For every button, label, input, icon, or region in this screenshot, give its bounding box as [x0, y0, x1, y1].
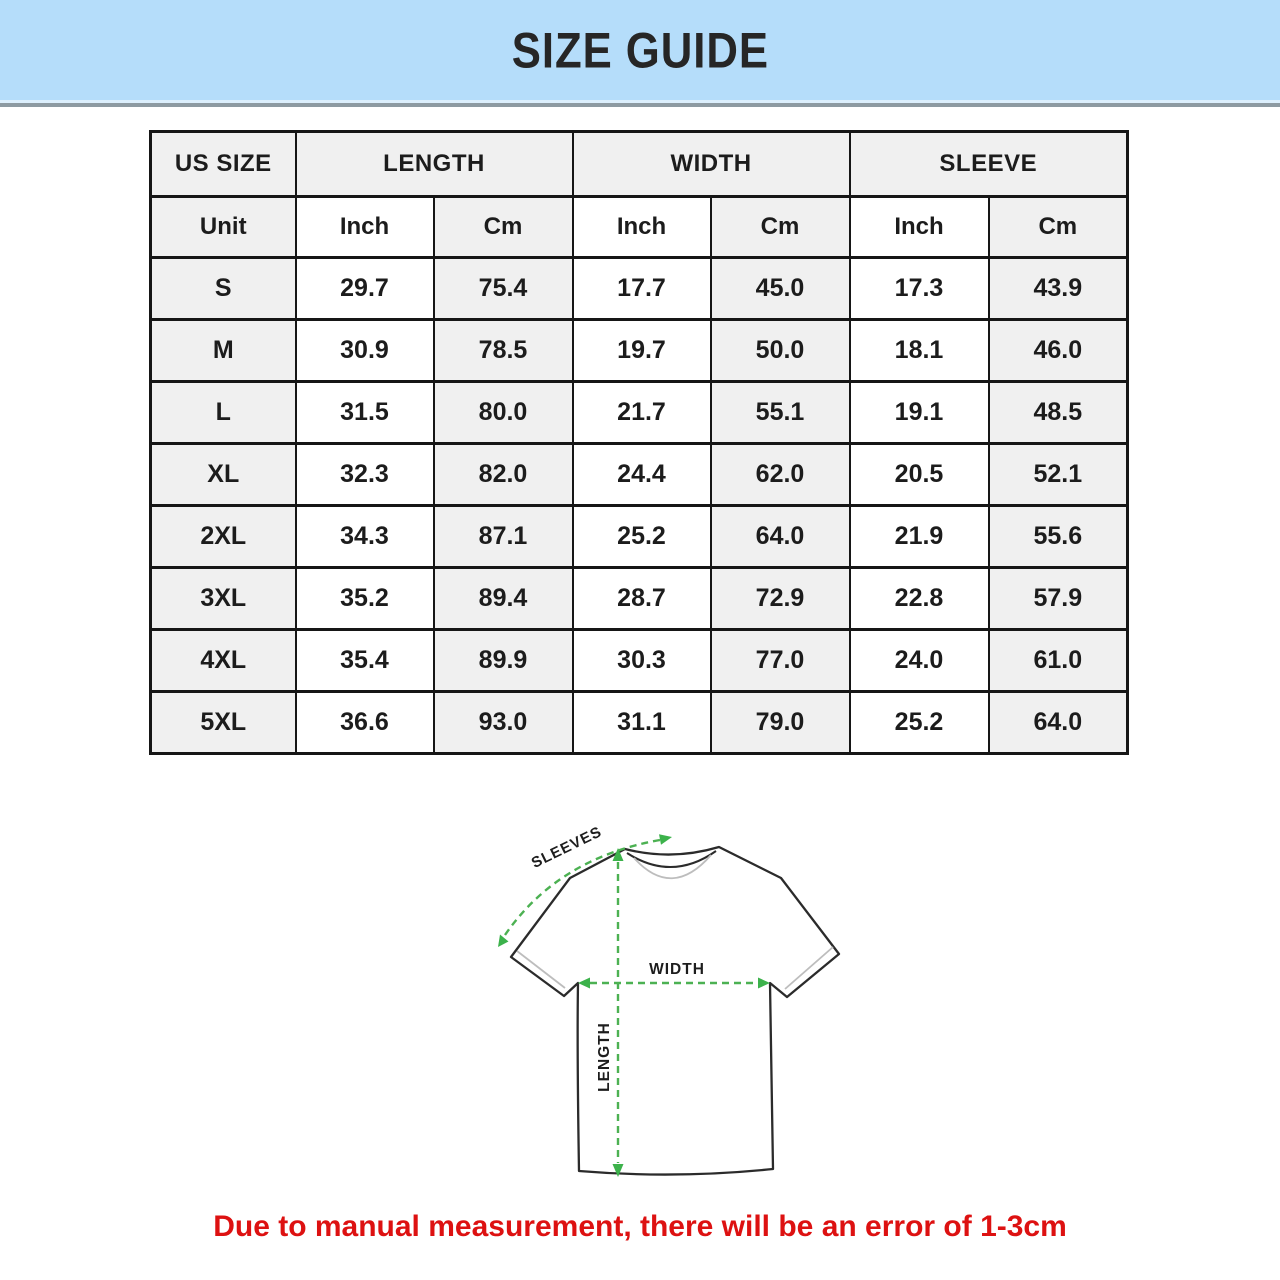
banner: SIZE GUIDE: [0, 0, 1280, 100]
table-cell: 19.1: [848, 380, 990, 445]
unit-cell: Inch: [848, 195, 990, 259]
table-cell: 20.5: [848, 442, 990, 507]
table-cell: 78.5: [432, 318, 574, 383]
tshirt-measurement-diagram: SLEEVES WIDTH LENGTH: [460, 810, 960, 1210]
table-cell: 24.4: [571, 442, 712, 507]
banner-divider: [0, 103, 1280, 107]
width-label: WIDTH: [649, 961, 705, 978]
size-label: XL: [149, 442, 297, 507]
table-cell: 45.0: [709, 256, 851, 321]
table-cell: 31.1: [571, 690, 712, 755]
table-row-2xl: 2XL 34.3 87.1 25.2 64.0 21.9 55.6: [149, 504, 1129, 569]
unit-label: Unit: [149, 195, 297, 259]
table-cell: 21.9: [848, 504, 990, 569]
table-cell: 87.1: [432, 504, 574, 569]
length-arrow: [612, 848, 624, 1177]
size-table: US SIZE LENGTH WIDTH SLEEVE Unit Inch Cm…: [149, 130, 1130, 755]
table-cell: 28.7: [571, 566, 712, 631]
unit-cell: Cm: [987, 195, 1129, 259]
table-cell: 89.4: [432, 566, 574, 631]
table-cell: 72.9: [709, 566, 851, 631]
table-row-3xl: 3XL 35.2 89.4 28.7 72.9 22.8 57.9: [149, 566, 1129, 631]
table-cell: 35.2: [294, 566, 435, 631]
col-header-width: WIDTH: [571, 130, 851, 198]
table-cell: 52.1: [987, 442, 1129, 507]
col-header-length: LENGTH: [294, 130, 574, 198]
collar-back-line: [633, 854, 712, 880]
size-label: L: [149, 380, 297, 445]
table-cell: 93.0: [432, 690, 574, 755]
table-cell: 89.9: [432, 628, 574, 693]
unit-cell: Inch: [294, 195, 435, 259]
table-cell: 34.3: [294, 504, 435, 569]
size-label: 5XL: [149, 690, 297, 755]
size-label: 3XL: [149, 566, 297, 631]
size-label: 4XL: [149, 628, 297, 693]
table-cell: 25.2: [571, 504, 712, 569]
table-cell: 43.9: [987, 256, 1129, 321]
left-cuff-seam: [516, 950, 566, 989]
table-cell: 75.4: [432, 256, 574, 321]
table-cell: 35.4: [294, 628, 435, 693]
unit-row: Unit Inch Cm Inch Cm Inch Cm: [149, 195, 1129, 259]
sleeves-arrow: [498, 834, 672, 947]
table-cell: 30.3: [571, 628, 712, 693]
measurement-disclaimer: Due to manual measurement, there will be…: [213, 1210, 1067, 1243]
table-header-row: US SIZE LENGTH WIDTH SLEEVE: [149, 130, 1129, 198]
col-header-sleeve: SLEEVE: [848, 130, 1129, 198]
size-label: S: [149, 256, 297, 321]
table-row-m: M 30.9 78.5 19.7 50.0 18.1 46.0: [149, 318, 1129, 383]
table-cell: 18.1: [848, 318, 990, 383]
table-cell: 25.2: [848, 690, 990, 755]
table-cell: 21.7: [571, 380, 712, 445]
table-cell: 79.0: [709, 690, 851, 755]
unit-cell: Cm: [432, 195, 574, 259]
table-cell: 48.5: [987, 380, 1129, 445]
unit-cell: Cm: [709, 195, 851, 259]
width-arrow: [578, 977, 770, 989]
table-cell: 24.0: [848, 628, 990, 693]
table-cell: 62.0: [709, 442, 851, 507]
table-row-l: L 31.5 80.0 21.7 55.1 19.1 48.5: [149, 380, 1129, 445]
table-cell: 77.0: [709, 628, 851, 693]
table-cell: 57.9: [987, 566, 1129, 631]
table-cell: 17.3: [848, 256, 990, 321]
table-cell: 61.0: [987, 628, 1129, 693]
tshirt-outline: [509, 845, 841, 1176]
table-row-4xl: 4XL 35.4 89.9 30.3 77.0 24.0 61.0: [149, 628, 1129, 693]
table-cell: 82.0: [432, 442, 574, 507]
collar-band-line: [626, 850, 717, 868]
page-title: SIZE GUIDE: [511, 21, 769, 79]
table-cell: 46.0: [987, 318, 1129, 383]
table-cell: 22.8: [848, 566, 990, 631]
table-cell: 32.3: [294, 442, 435, 507]
table-cell: 64.0: [709, 504, 851, 569]
table-cell: 17.7: [571, 256, 712, 321]
right-cuff-seam: [784, 946, 834, 990]
table-cell: 31.5: [294, 380, 435, 445]
table-cell: 36.6: [294, 690, 435, 755]
banner-highlight-strip: [0, 100, 1280, 103]
table-cell: 19.7: [571, 318, 712, 383]
unit-cell: Inch: [571, 195, 712, 259]
length-label: LENGTH: [596, 1022, 613, 1092]
table-cell: 64.0: [987, 690, 1129, 755]
table-row-xl: XL 32.3 82.0 24.4 62.0 20.5 52.1: [149, 442, 1129, 507]
size-label: M: [149, 318, 297, 383]
col-header-us-size: US SIZE: [149, 130, 297, 198]
table-cell: 55.6: [987, 504, 1129, 569]
size-label: 2XL: [149, 504, 297, 569]
table-row-s: S 29.7 75.4 17.7 45.0 17.3 43.9: [149, 256, 1129, 321]
table-row-5xl: 5XL 36.6 93.0 31.1 79.0 25.2 64.0: [149, 690, 1129, 755]
table-cell: 30.9: [294, 318, 435, 383]
table-cell: 29.7: [294, 256, 435, 321]
table-cell: 55.1: [709, 380, 851, 445]
table-cell: 80.0: [432, 380, 574, 445]
table-cell: 50.0: [709, 318, 851, 383]
